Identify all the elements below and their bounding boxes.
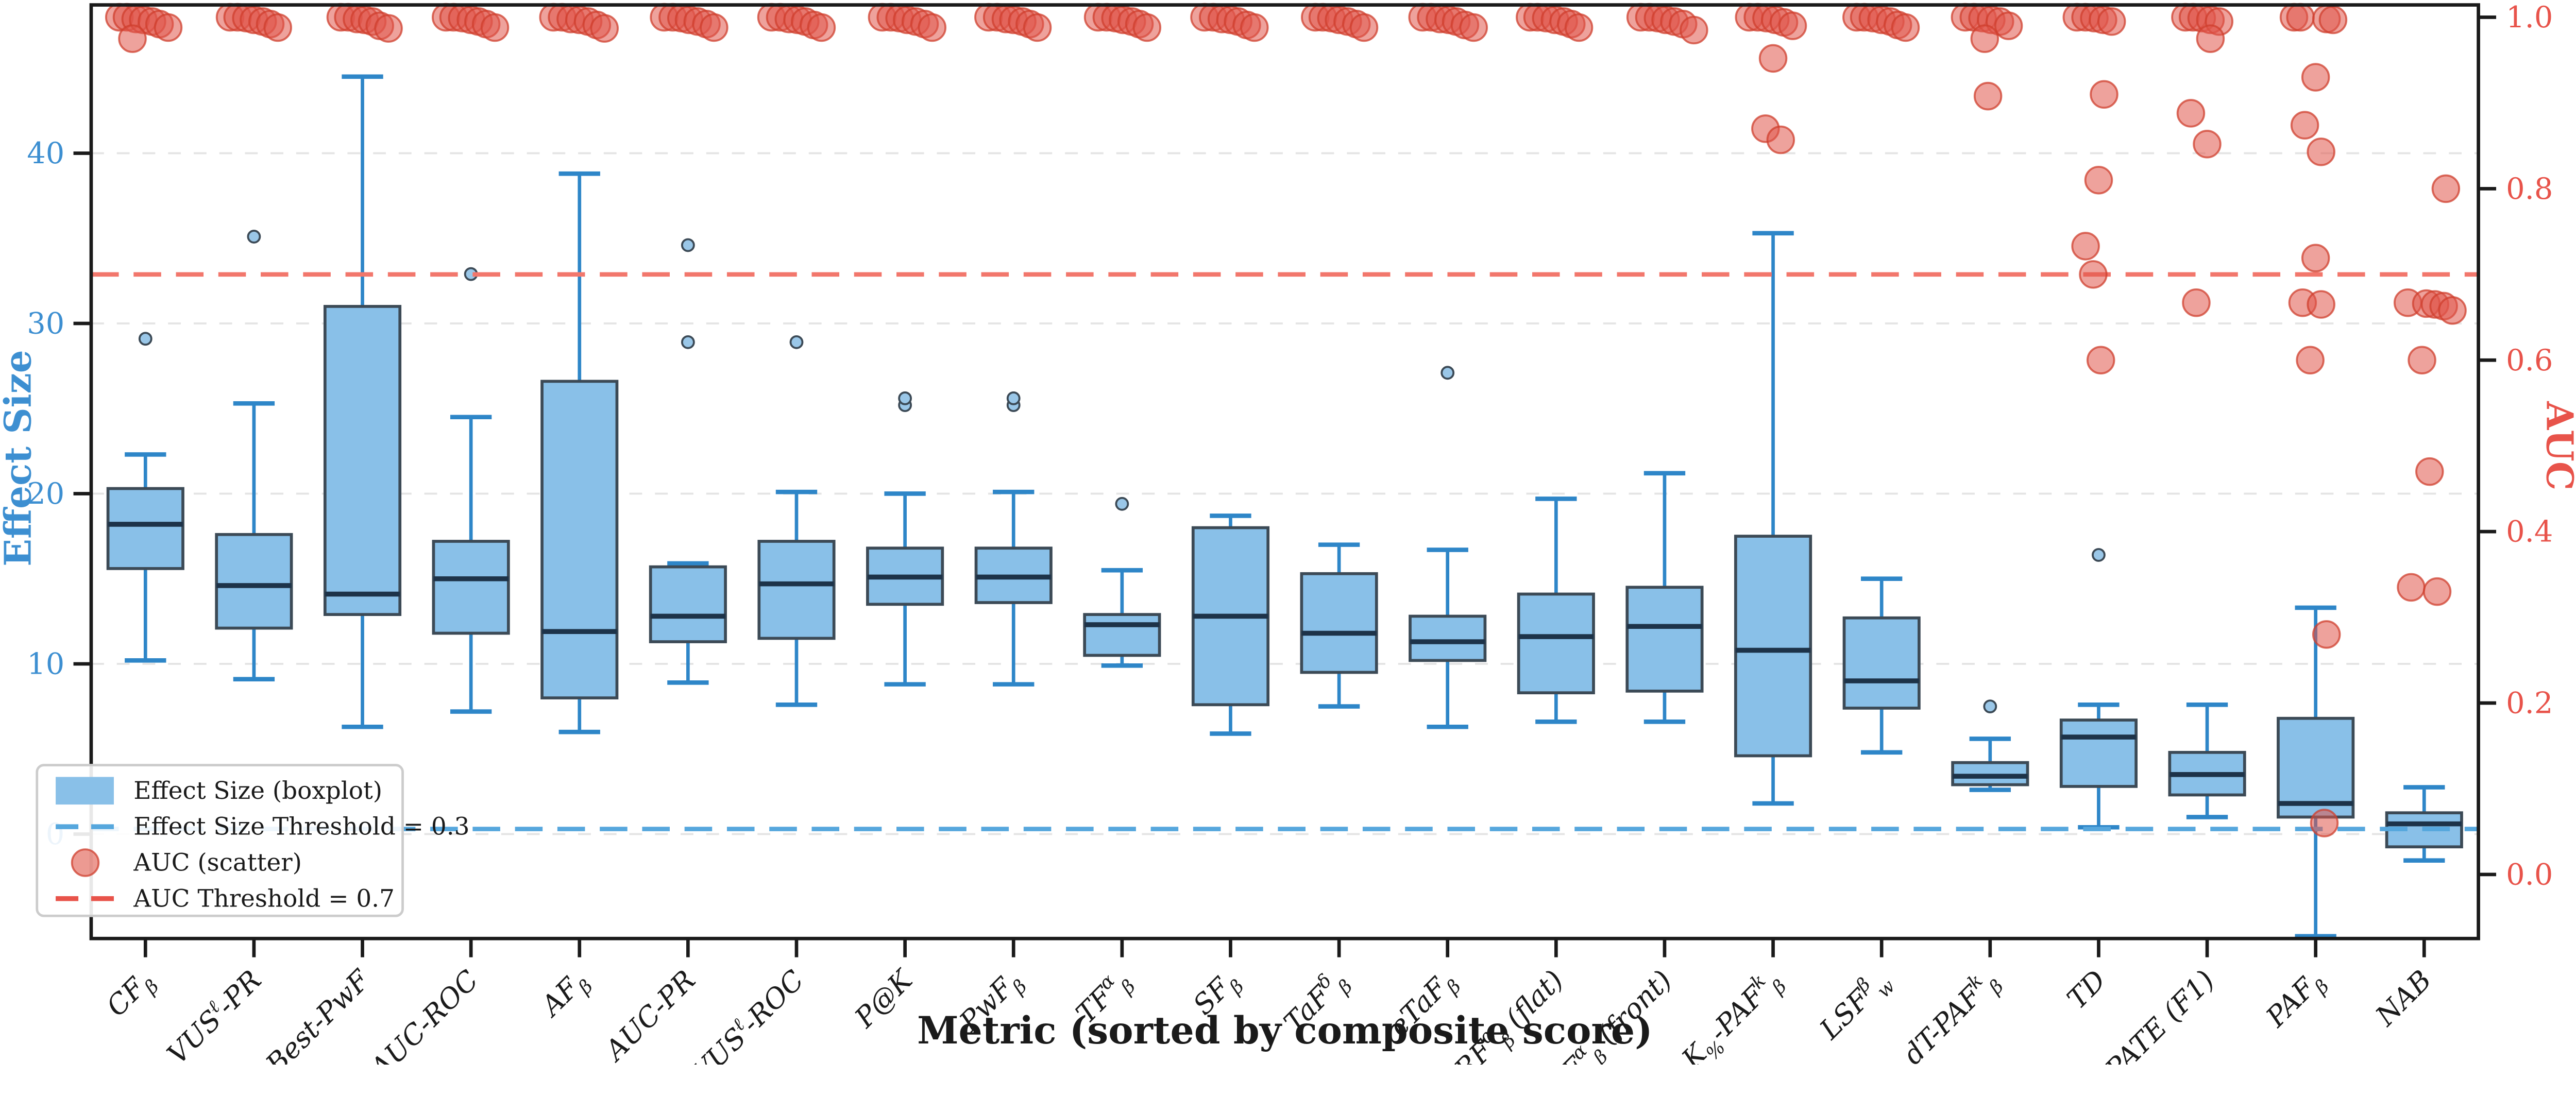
auc-dots-p-at-k [868, 3, 947, 42]
outlier-vus-pr [247, 230, 261, 244]
left-tick-label: 30 [27, 306, 64, 340]
boxplot-rf-flat [1517, 496, 1595, 724]
boxplot-best-pwf [323, 74, 402, 729]
outlier-tf-beta [1115, 496, 1129, 511]
boxplot-auc-roc [432, 267, 510, 714]
outlier-pwf-beta [1006, 391, 1021, 405]
auc-dots-dt-paf [1951, 3, 2023, 111]
boxplot-dt-paf [1951, 699, 2029, 792]
effect-size-auc-chart: 010203040Effect Size0.00.20.40.60.81.0AU… [0, 0, 2576, 1065]
left-axis-title: Effect Size [0, 350, 39, 567]
boxplot-p-at-k [866, 391, 944, 687]
legend-label: Effect Size Threshold = 0.3 [133, 813, 469, 841]
auc-dots-vus-pr [215, 3, 292, 42]
legend-box-swatch [56, 777, 114, 805]
legend-auc-dot [71, 848, 100, 877]
outlier-td [2092, 548, 2106, 562]
auc-dots-nab [2393, 174, 2467, 606]
auc-dots-td [2062, 3, 2126, 374]
boxplot-cf-beta [106, 332, 184, 663]
right-axis: 0.0 0.2 0.4 0.6 0.8 1.0 AUC [2478, 0, 2576, 892]
boxplot-rf-front [1625, 471, 1704, 724]
legend-label: AUC Threshold = 0.7 [133, 884, 395, 913]
boxplot-taf-beta [1300, 542, 1378, 709]
boxplot-pwf-beta [974, 391, 1053, 687]
boxplot-tf-beta [1083, 496, 1161, 668]
auc-dots-pwf-beta [974, 3, 1052, 42]
left-tick-label: 20 [27, 476, 64, 511]
auc-dots-pate-f1 [2171, 3, 2233, 317]
outlier-cf-beta [138, 332, 152, 346]
right-tick-label: 1.0 [2506, 0, 2553, 35]
auc-dots-rf-front [1626, 3, 1708, 45]
right-tick-label: 0.0 [2506, 857, 2553, 892]
auc-scatter [105, 3, 2467, 837]
legend: Effect Size (boxplot) Effect Size Thresho… [36, 764, 469, 917]
auc-dots-tf-beta [1083, 3, 1162, 42]
right-tick-label: 0.8 [2506, 172, 2553, 206]
auc-dots-etaf-beta [1408, 3, 1488, 42]
auc-dots-lsf-w [1842, 3, 1920, 42]
outlier-dt-paf [1983, 699, 1997, 713]
boxplot-kpct-paf [1734, 231, 1812, 806]
boxplot-vus-pr [215, 230, 293, 682]
boxplot-auc-pr [649, 238, 727, 685]
boxplot-lsf-w [1842, 576, 1921, 755]
auc-dots-taf-beta [1301, 3, 1379, 42]
left-tick-label: 10 [27, 646, 64, 681]
boxplot-af-beta [540, 171, 619, 734]
boxplot-pate-f1 [2168, 702, 2246, 819]
outlier-etaf-beta [1440, 366, 1455, 380]
right-axis-title: AUC [2538, 401, 2576, 490]
auc-dots-auc-pr [650, 3, 728, 42]
auc-dots-cf-beta [105, 3, 183, 53]
boxplot-vus-roc [757, 335, 836, 707]
legend-label: AUC (scatter) [133, 848, 302, 877]
left-tick-label: 40 [27, 136, 64, 170]
left-axis: 010203040Effect Size [0, 136, 91, 851]
auc-dots-vus-roc [757, 3, 836, 42]
auc-dots-best-pwf [326, 3, 403, 43]
outlier-vus-roc [789, 335, 804, 349]
auc-dots-auc-roc [431, 3, 510, 42]
plot-background [0, 0, 2576, 1065]
right-tick-label: 0.2 [2506, 686, 2553, 721]
outlier-auc-pr [681, 335, 695, 349]
right-tick-label: 0.4 [2506, 515, 2553, 549]
boxplot-sf-beta [1191, 513, 1270, 736]
outlier-p-at-k [898, 391, 912, 405]
outlier-auc-pr [681, 238, 695, 252]
figure-container: 010203040Effect Size0.00.20.40.60.81.0AU… [0, 0, 2576, 1065]
auc-dots-sf-beta [1190, 3, 1269, 42]
auc-dots-kpct-paf [1735, 3, 1807, 155]
auc-dots-af-beta [539, 3, 619, 43]
right-tick-label: 0.6 [2506, 343, 2553, 378]
boxplot-etaf-beta [1409, 366, 1487, 729]
legend-label: Effect Size (boxplot) [133, 777, 382, 805]
auc-dots-paf-beta [2279, 3, 2348, 837]
x-axis-title: Metric (sorted by composite score) [917, 1009, 1652, 1053]
plot-frame [89, 3, 2480, 940]
boxplots [106, 74, 2463, 939]
